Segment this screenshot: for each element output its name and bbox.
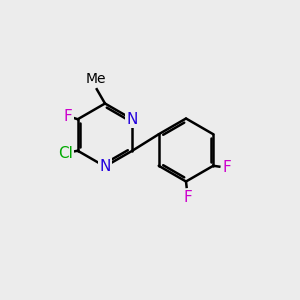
Text: F: F <box>183 190 192 206</box>
Text: Cl: Cl <box>58 146 73 161</box>
Text: F: F <box>223 160 232 175</box>
Text: Me: Me <box>86 72 106 86</box>
Text: N: N <box>127 112 138 127</box>
Text: F: F <box>64 109 73 124</box>
Text: N: N <box>99 159 111 174</box>
